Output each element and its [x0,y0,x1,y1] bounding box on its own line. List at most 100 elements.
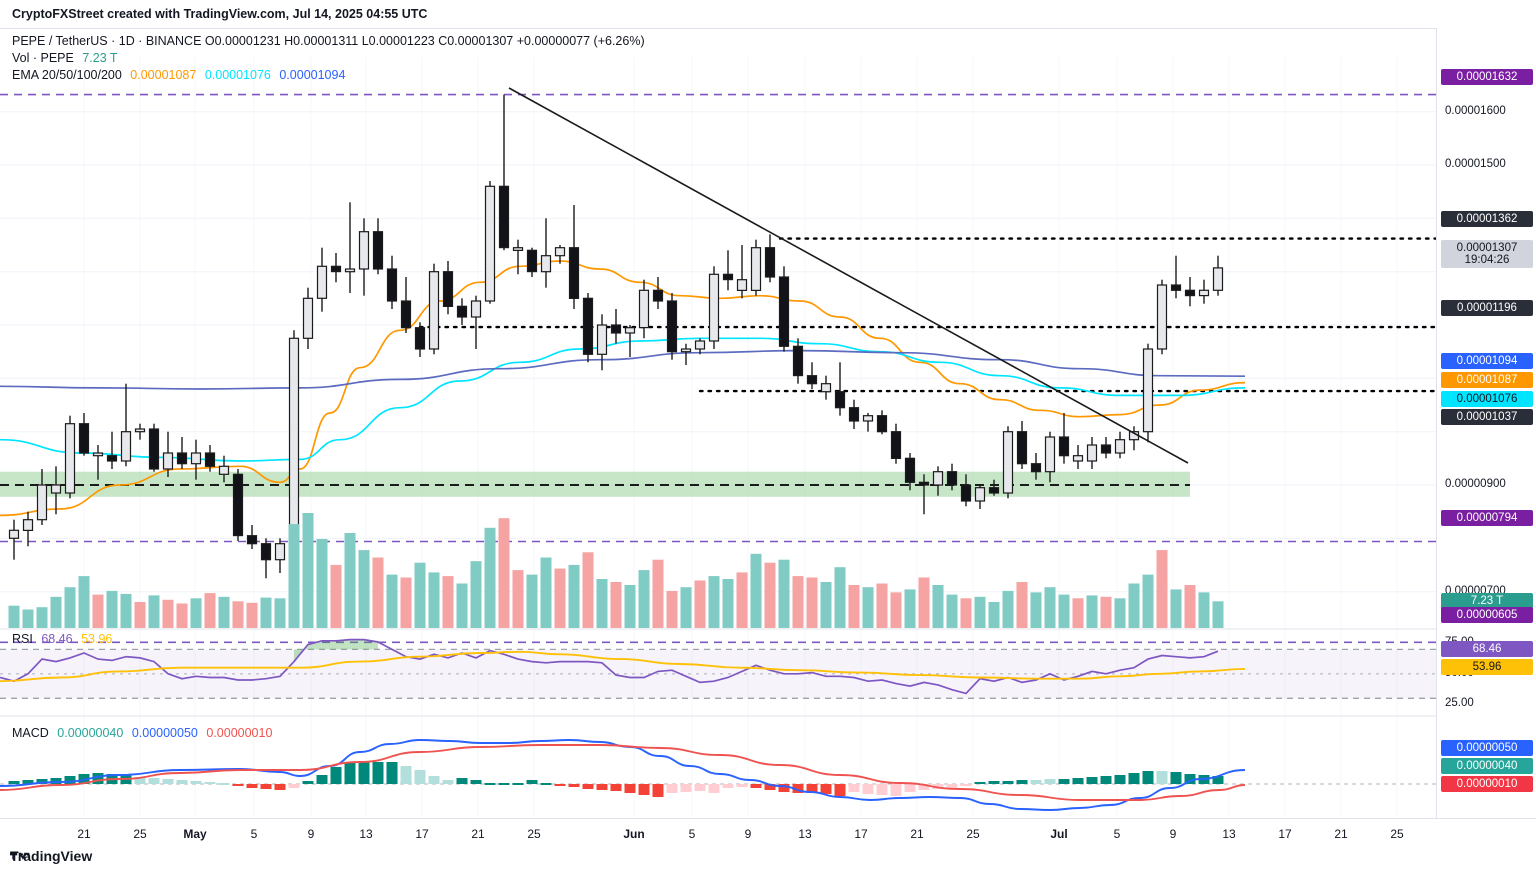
volume-bar [1198,592,1210,628]
volume-bar [764,562,776,628]
price-axis-badge[interactable]: 0.00000794 [1441,510,1533,526]
macd-bar [1170,772,1182,784]
macd-legend-label: MACD [12,726,49,740]
rsi-legend[interactable]: RSI 68.46 53.96 [12,632,112,646]
ema-20-value: 0.00001087 [130,68,197,82]
price-axis-badge[interactable]: 68.46 [1441,641,1533,657]
candle [1002,431,1014,494]
volume-bar [1128,583,1140,628]
chart-canvas[interactable] [0,29,1536,819]
macd-bar [708,784,720,793]
candle [596,324,608,355]
macd-bar [372,762,384,784]
volume-bar [162,599,174,628]
candle [442,271,454,307]
macd-line [0,739,1246,811]
macd-bar [610,784,622,791]
volume-bar [470,561,482,628]
price-axis-badge[interactable]: 0.00000050 [1441,740,1533,756]
candle [1100,444,1112,454]
macd-bar [344,763,356,784]
price-axis-badge[interactable]: 0.00001037 [1441,409,1533,425]
price-axis[interactable]: USDT 0.000016000.000015000.000014000.000… [1436,28,1536,818]
price-axis-badge[interactable]: 0.00001094 [1441,353,1533,369]
macd-signal-line [0,744,1246,801]
volume-bar [932,585,944,628]
candle [932,471,944,486]
candle [372,231,384,270]
descending-trendline[interactable] [508,87,1189,464]
volume-bar [106,590,118,628]
time-axis-label: Jul [1050,827,1068,841]
price-axis-badge[interactable]: 0.00001076 [1441,391,1533,407]
volume-bar [652,559,664,628]
ema-legend-label: EMA 20/50/100/200 [12,68,122,82]
macd-legend[interactable]: MACD 0.00000040 0.00000050 0.00000010 [12,726,272,740]
volume-bar [1156,550,1168,628]
macd-bar [456,778,468,784]
macd-bar [680,784,692,792]
volume-bar [960,598,972,628]
candle [1086,444,1098,462]
candle [456,305,468,318]
ema-20-line [0,260,1246,517]
macd-bar [232,784,244,786]
macd-bar [862,784,874,794]
macd-bar [540,783,552,785]
candle [974,487,986,502]
candle [736,279,748,291]
candle [134,428,146,433]
macd-bar [274,784,286,790]
candle [582,297,594,355]
volume-bar [36,607,48,628]
time-axis-label: 17 [415,827,429,841]
volume-bar [918,577,930,628]
candle [946,471,958,486]
candle [92,452,104,457]
volume-bar [442,576,454,628]
price-axis-badge[interactable]: 0.00001307 19:04:26 [1441,240,1533,268]
volume-bar [260,597,272,628]
candle [834,391,846,409]
macd-bar [22,780,34,784]
candlestick-series[interactable] [8,94,1224,579]
price-axis-badge[interactable]: 53.96 [1441,659,1533,675]
candle [386,268,398,302]
volume-bar [498,518,510,628]
candle [624,327,636,334]
macd-bar [36,779,48,784]
volume-bar [302,513,314,628]
ema-100-value: 0.00001094 [279,68,346,82]
candle [190,452,202,465]
price-axis-badge[interactable]: 0.00001632 [1441,69,1533,85]
price-axis-badge[interactable]: 0.00001362 [1441,211,1533,227]
volume-bar [876,583,888,628]
price-axis-badge[interactable]: 0.00000040 [1441,758,1533,774]
time-axis[interactable]: 21 25 May 5 9 13 17 21 25 Jun 5 9 13 17 21 25 Jul 5 9 13 17 2… [0,818,1536,850]
macd-bar [638,784,650,795]
candle [568,247,580,299]
macd-line-value: 0.00000050 [131,726,198,740]
time-axis-label: 5 [1113,827,1121,841]
candle [1170,284,1182,291]
price-axis-badge[interactable]: 0.00000010 [1441,776,1533,792]
price-axis-badge[interactable]: 7.23 T [1441,593,1533,609]
main-symbol-legend[interactable]: PEPE / TetherUS · 1D · BINANCE O0.000012… [12,34,645,48]
candle [176,452,188,465]
price-axis-badge[interactable]: 0.00000605 [1441,607,1533,623]
rsi-ma-value: 53.96 [81,632,113,646]
price-axis-badge[interactable]: 0.00001196 [1441,300,1533,316]
candle [820,383,832,393]
volume-legend[interactable]: Vol · PEPE 7.23 T [12,51,118,65]
ema-200-line [0,349,1246,390]
macd-bar [288,784,300,788]
price-axis-badge[interactable]: 0.00001087 [1441,372,1533,388]
volume-bar [1212,601,1224,628]
volume-bar [400,577,412,628]
volume-bar [120,593,132,628]
candle [1016,431,1028,465]
candle [344,268,356,273]
candle [750,247,762,291]
time-axis-label: 9 [1169,827,1177,841]
ema-legend[interactable]: EMA 20/50/100/200 0.00001087 0.00001076 … [12,68,345,82]
